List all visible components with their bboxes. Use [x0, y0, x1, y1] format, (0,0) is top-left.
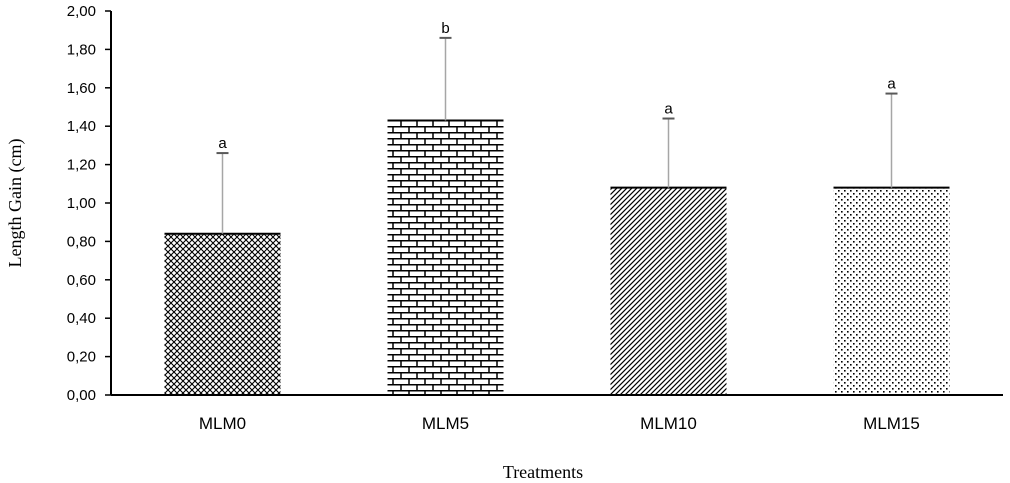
y-tick-label: 1,40 — [67, 118, 96, 135]
y-tick-label: 1,00 — [67, 195, 96, 212]
significance-label-mlm5: b — [441, 20, 449, 37]
y-tick-label: 0,40 — [67, 310, 96, 327]
y-axis-title: Length Gain (cm) — [5, 139, 26, 268]
y-tick-label: 0,80 — [67, 233, 96, 250]
significance-label-mlm0: a — [218, 135, 227, 152]
x-category-label-mlm5: MLM5 — [422, 414, 469, 433]
y-axis-ticks: 0,00 0,20 0,40 0,60 0,80 1,00 1,20 1,40 1,60 1,80… — [67, 3, 111, 404]
x-axis-title: Treatments — [503, 462, 583, 482]
bar-mlm15 — [833, 187, 950, 395]
significance-label-mlm10: a — [664, 101, 673, 118]
bar-mlm0 — [164, 233, 281, 395]
y-tick-label: 0,00 — [67, 387, 96, 404]
bar-mlm5 — [387, 120, 504, 395]
y-tick-label: 0,20 — [67, 349, 96, 366]
x-axis-labels: MLM0 MLM5 MLM10 MLM15 — [199, 414, 920, 433]
y-tick-label: 1,80 — [67, 41, 96, 58]
bars-group — [164, 119, 950, 395]
y-tick-label: 1,60 — [67, 80, 96, 97]
x-category-label-mlm10: MLM10 — [640, 414, 697, 433]
y-tick-label: 1,20 — [67, 157, 96, 174]
x-category-label-mlm15: MLM15 — [863, 414, 920, 433]
significance-labels-group: a b a a — [218, 20, 896, 152]
significance-label-mlm15: a — [887, 76, 896, 93]
bar-mlm10 — [610, 187, 727, 395]
y-tick-label: 0,60 — [67, 272, 96, 289]
error-bars-group — [216, 36, 898, 234]
x-category-label-mlm0: MLM0 — [199, 414, 246, 433]
y-tick-label: 2,00 — [67, 3, 96, 20]
